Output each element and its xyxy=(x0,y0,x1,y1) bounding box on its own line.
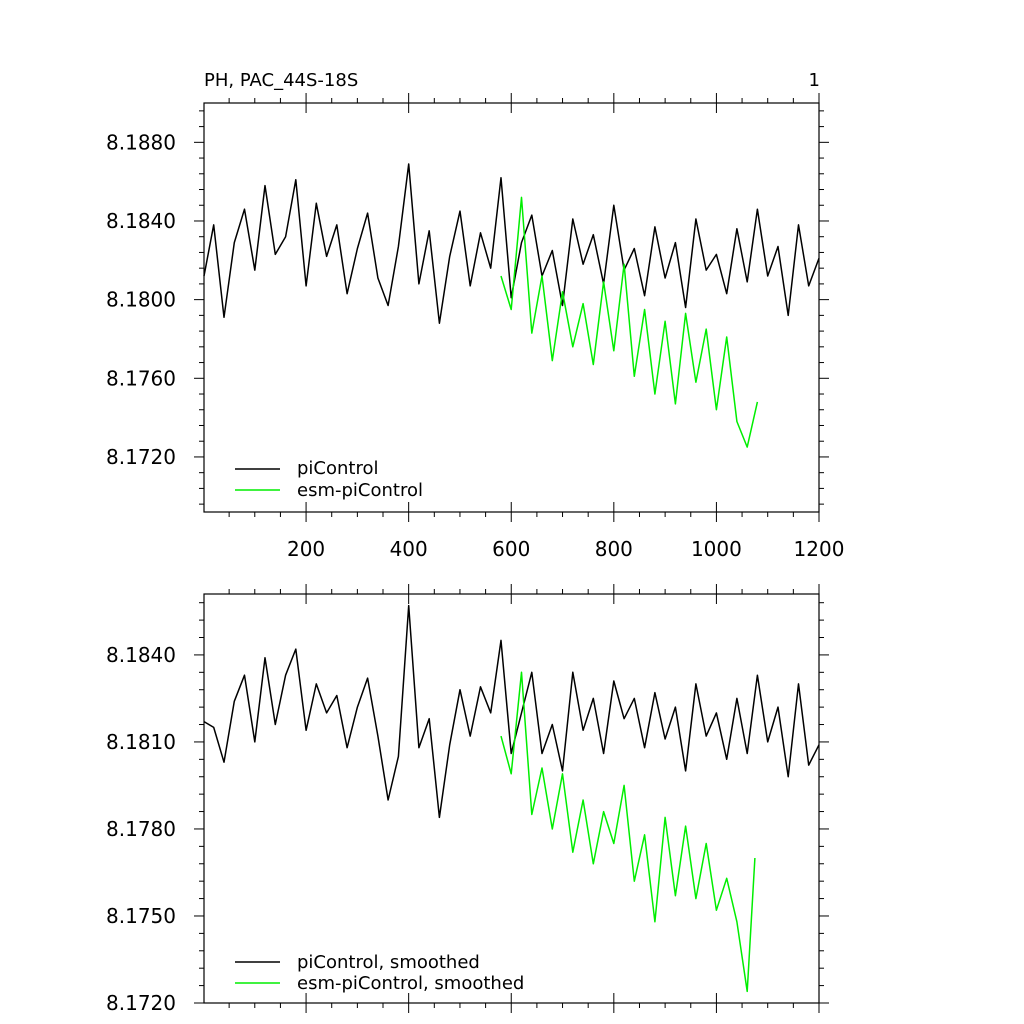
x-tick-label: 800 xyxy=(595,537,633,561)
top-panel: PH, PAC_44S-18S 1 200 400 600 800 1000 1200 8.… xyxy=(106,70,844,561)
y-tick-label: 8.1840 xyxy=(106,209,176,233)
top-ticks: 200 400 600 800 1000 1200 8.1720 8.1760 8.1800 8.… xyxy=(106,93,844,561)
top-legend: piControl esm-piControl xyxy=(235,458,423,501)
panel-corner-label: 1 xyxy=(809,70,820,91)
bottom-plot-frame xyxy=(203,593,820,1004)
y-tick-label: 8.1800 xyxy=(106,288,176,312)
legend-label-picontrol-smoothed: piControl, smoothed xyxy=(297,952,480,973)
top-series xyxy=(203,163,820,448)
legend-label-esm-picontrol: esm-piControl xyxy=(297,480,423,501)
x-tick-label: 200 xyxy=(287,537,325,561)
x-tick-label: 600 xyxy=(492,537,530,561)
y-tick-label: 8.1880 xyxy=(106,130,176,154)
bottom-series xyxy=(203,604,820,993)
legend-label-picontrol: piControl xyxy=(297,458,379,479)
y-tick-label: 8.1840 xyxy=(106,643,176,667)
x-tick-label: 1200 xyxy=(794,537,845,561)
y-tick-label: 8.1780 xyxy=(106,817,176,841)
x-tick-label: 1000 xyxy=(691,537,742,561)
bottom-panel: 8.1720 8.1750 8.1780 8.1810 8.1840 piControl… xyxy=(106,584,829,1015)
chart-title: PH, PAC_44S-18S xyxy=(204,70,358,91)
series-line-esm-picontrol xyxy=(500,196,759,448)
y-tick-label: 8.1720 xyxy=(106,991,176,1015)
series-line-picontrol xyxy=(203,163,820,324)
y-tick-label: 8.1720 xyxy=(106,445,176,469)
bottom-legend: piControl, smoothed esm-piControl, smoot… xyxy=(235,952,524,994)
y-tick-label: 8.1810 xyxy=(106,730,176,754)
x-tick-label: 400 xyxy=(390,537,428,561)
y-tick-label: 8.1750 xyxy=(106,904,176,928)
legend-label-esm-picontrol-smoothed: esm-piControl, smoothed xyxy=(297,973,524,994)
y-tick-label: 8.1760 xyxy=(106,366,176,390)
series-line-picontrol-smoothed xyxy=(203,604,820,819)
series-line-esm-picontrol-smoothed xyxy=(500,671,756,993)
top-plot-frame xyxy=(203,102,820,513)
bottom-ticks: 8.1720 8.1750 8.1780 8.1810 8.1840 xyxy=(106,584,829,1015)
